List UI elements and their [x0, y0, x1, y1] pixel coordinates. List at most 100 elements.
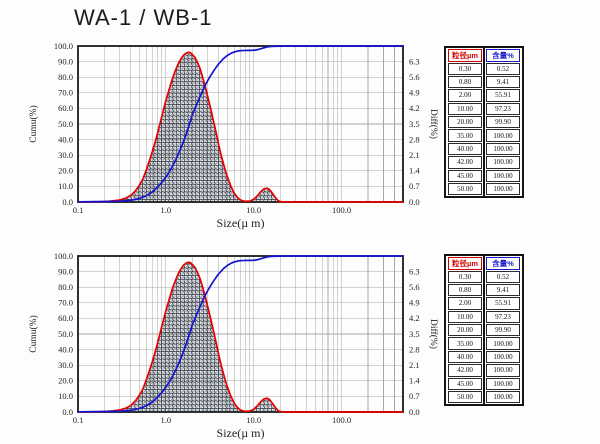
cell-size-um: 20.00 — [448, 116, 482, 129]
x-axis-tick-label: 0.1 — [73, 415, 84, 425]
left-axis-tick-label: 10.0 — [58, 181, 73, 191]
diff-curve — [78, 51, 403, 203]
chart-panel-1: 0.0 10.0 20.0 30.0 40.0 50.0 60.0 70.0 80.0 90.0 1… — [28, 41, 439, 230]
table-column-divider — [483, 48, 485, 196]
left-axis-title: Cumu(%) — [28, 105, 39, 142]
x-axis-tick-label: 100.0 — [332, 415, 351, 425]
left-axis-tick-label: 90.0 — [58, 56, 73, 66]
right-axis-tick-label: 0.7 — [409, 181, 420, 191]
cell-content-percent: 9.41 — [486, 283, 520, 297]
cell-size-um: 10.00 — [448, 310, 482, 324]
cell-size-um: 20.00 — [448, 324, 482, 337]
grid-lines — [78, 46, 403, 202]
x-axis-tick-label: 1.0 — [161, 415, 172, 425]
cell-content-percent: 0.52 — [486, 62, 520, 75]
cumulative-curve — [77, 255, 403, 413]
cell-content-percent: 0.52 — [486, 270, 520, 283]
right-axis-tick-label: 5.6 — [409, 72, 420, 82]
cell-size-um: 42.00 — [448, 156, 482, 169]
right-axis-tick-label: 3.5 — [409, 329, 420, 339]
left-axis-tick-label: 60.0 — [58, 103, 73, 113]
cell-content-percent: 100.00 — [486, 337, 520, 350]
header-cell-content: 含量% — [486, 256, 520, 270]
cell-size-um: 42.00 — [448, 364, 482, 377]
x-axis-tick-label: 0.1 — [73, 205, 84, 215]
right-axis-tick-label: 2.8 — [409, 134, 420, 144]
cell-size-um: 10.00 — [448, 102, 482, 116]
left-axis-tick-label: 80.0 — [58, 72, 73, 82]
table-column-divider — [483, 256, 485, 404]
cell-size-um: 45.00 — [448, 169, 482, 183]
size-distribution-table-bottom: 粒径µm 含量% 0.30 0.52 0.80 9.41 2.00 55.91 10.00 97.… — [444, 254, 524, 406]
cell-content-percent: 100.00 — [486, 156, 520, 169]
cell-content-percent: 100.00 — [486, 377, 520, 391]
cell-size-um: 35.00 — [448, 129, 482, 142]
cell-size-um: 0.80 — [448, 283, 482, 297]
right-axis-tick-label: 3.5 — [409, 119, 420, 129]
left-axis-tick-label: 30.0 — [58, 360, 73, 370]
left-axis-tick-label: 20.0 — [58, 166, 73, 176]
left-axis-tick-label: 80.0 — [58, 282, 73, 292]
diff-area-hatch — [78, 262, 403, 412]
left-axis-tick-label: 50.0 — [58, 119, 73, 129]
cell-content-percent: 97.23 — [486, 310, 520, 324]
right-axis-tick-label: 6.3 — [409, 266, 420, 276]
x-axis-title: Size(µ m) — [217, 216, 265, 230]
cell-content-percent: 55.91 — [486, 297, 520, 310]
cell-content-percent: 97.23 — [486, 102, 520, 116]
left-axis-tick-label: 60.0 — [58, 313, 73, 323]
header-cell-size: 粒径µm — [448, 48, 482, 62]
chart-panel-2: 0.0 10.0 20.0 30.0 40.0 50.0 60.0 70.0 80.0 90.0 1… — [28, 251, 439, 440]
cell-content-percent: 55.91 — [486, 89, 520, 102]
left-axis-tick-label: 70.0 — [58, 88, 73, 98]
left-axis-tick-label: 0.0 — [62, 407, 73, 417]
header-cell-size: 粒径µm — [448, 256, 482, 270]
cell-content-percent: 99.90 — [486, 116, 520, 129]
cell-content-percent: 100.00 — [486, 364, 520, 377]
cell-size-um: 40.00 — [448, 350, 482, 364]
header-cell-content: 含量% — [486, 48, 520, 62]
right-axis-tick-label: 4.9 — [409, 88, 420, 98]
right-axis-tick-label: 6.3 — [409, 56, 420, 66]
right-axis-tick-label: 2.1 — [409, 360, 420, 370]
x-axis-title: Size(µ m) — [217, 426, 265, 440]
cell-content-percent: 9.41 — [486, 75, 520, 89]
right-axis-tick-label: 4.2 — [409, 103, 420, 113]
right-axis-tick-label: 2.1 — [409, 150, 420, 160]
cell-content-percent: 100.00 — [486, 183, 520, 196]
left-axis-tick-label: 100.0 — [54, 251, 73, 261]
left-axis-tick-label: 100.0 — [54, 41, 73, 51]
size-distribution-table-top: 粒径µm 含量% 0.30 0.52 0.80 9.41 2.00 55.91 10.00 97.… — [444, 46, 524, 198]
cell-size-um: 50.00 — [448, 183, 482, 196]
x-axis-tick-label: 10.0 — [246, 205, 261, 215]
left-axis-title: Cumu(%) — [28, 315, 39, 352]
right-axis-tick-label: 0.0 — [409, 407, 420, 417]
right-axis-tick-label: 1.4 — [409, 376, 420, 386]
cell-size-um: 45.00 — [448, 377, 482, 391]
left-axis-tick-label: 10.0 — [58, 391, 73, 401]
right-axis-tick-label: 0.7 — [409, 391, 420, 401]
left-axis-tick-label: 70.0 — [58, 298, 73, 308]
cell-content-percent: 100.00 — [486, 142, 520, 156]
cell-content-percent: 100.00 — [486, 350, 520, 364]
right-axis-tick-label: 1.4 — [409, 166, 420, 176]
x-axis-tick-label: 100.0 — [332, 205, 351, 215]
left-axis-tick-label: 0.0 — [62, 197, 73, 207]
right-axis-tick-label: 4.2 — [409, 313, 420, 323]
right-axis-title: Diff(%) — [428, 109, 439, 139]
cell-size-um: 0.30 — [448, 270, 482, 283]
cell-size-um: 0.80 — [448, 75, 482, 89]
page-title: WA-1 / WB-1 — [74, 5, 213, 30]
cell-size-um: 2.00 — [448, 297, 482, 310]
right-axis-tick-label: 2.8 — [409, 344, 420, 354]
cumulative-curve — [77, 45, 403, 203]
left-axis-tick-label: 20.0 — [58, 376, 73, 386]
right-axis-tick-label: 4.9 — [409, 298, 420, 308]
cell-size-um: 40.00 — [448, 142, 482, 156]
diff-area-hatch — [78, 52, 403, 202]
x-axis-tick-label: 10.0 — [246, 415, 261, 425]
cell-content-percent: 100.00 — [486, 129, 520, 142]
cell-size-um: 50.00 — [448, 391, 482, 404]
